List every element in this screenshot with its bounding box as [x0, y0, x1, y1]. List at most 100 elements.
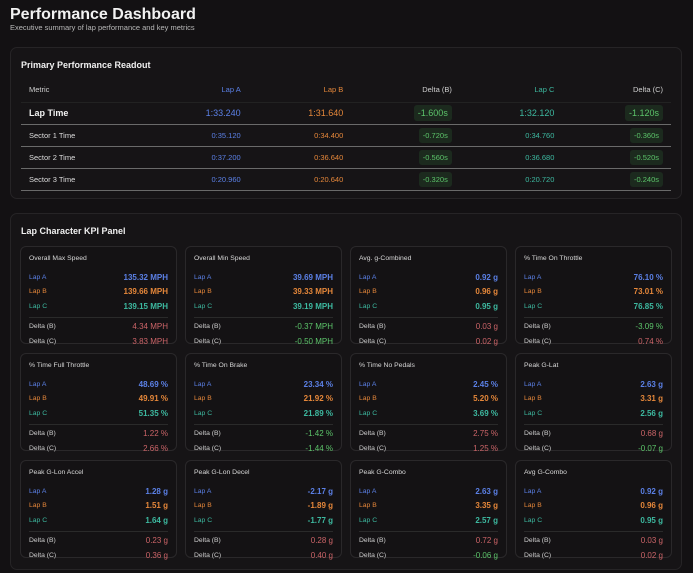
- kpi-row-value: 76.10 %: [633, 272, 663, 282]
- kpi-row-label: Lap B: [524, 502, 542, 510]
- kpi-row-value: 0.95 g: [475, 301, 498, 311]
- divider: [29, 316, 168, 318]
- kpi-delta-value: -0.50 MPH: [294, 336, 333, 346]
- divider: [29, 530, 168, 532]
- kpi-row-lap-c: Lap C 21.89 %: [194, 406, 333, 421]
- kpi-delta-value: -3.09 %: [635, 322, 663, 332]
- kpi-row-value: 2.63 g: [475, 486, 498, 496]
- kpi-row-label: Delta (C): [524, 337, 552, 345]
- kpi-row-label: Lap C: [524, 516, 543, 524]
- kpi-row-delta-c: Delta (C) 0.36 g: [29, 548, 168, 563]
- kpi-row-label: Lap A: [524, 380, 542, 388]
- kpi-row-value: 1.28 g: [145, 486, 168, 496]
- kpi-card: Avg G-Combo Lap A 0.92 g Lap B 0.96 g Lap C 0.…: [515, 460, 672, 560]
- kpi-row-delta-c: Delta (C) 0.40 g: [194, 548, 333, 563]
- column-header-delta-c: Delta (C): [562, 78, 671, 103]
- kpi-row-delta-c: Delta (C) 1.25 %: [359, 441, 498, 456]
- kpi-row-lap-a: Lap A 2.45 %: [359, 377, 498, 392]
- kpi-card-title: % Time On Brake: [194, 362, 248, 369]
- kpi-row-label: Lap B: [359, 395, 377, 403]
- panel-title: Primary Performance Readout: [21, 60, 151, 70]
- kpi-row-value: 76.85 %: [633, 301, 663, 311]
- kpi-row-label: Lap A: [524, 273, 542, 281]
- delta-badge: -0.520s: [629, 149, 663, 165]
- kpi-row-lap-c: Lap C 0.95 g: [524, 513, 663, 528]
- kpi-row-lap-b: Lap B 73.01 %: [524, 285, 663, 300]
- kpi-row-delta-b: Delta (B) 0.68 g: [524, 427, 663, 442]
- delta-badge: -0.720s: [418, 127, 452, 143]
- delta-badge: -0.560s: [418, 149, 452, 165]
- kpi-row-label: Lap B: [359, 288, 377, 296]
- kpi-row-lap-a: Lap A 2.63 g: [359, 484, 498, 499]
- kpi-row-lap-a: Lap A 0.92 g: [359, 270, 498, 285]
- kpi-row-lap-c: Lap C 39.19 MPH: [194, 299, 333, 314]
- kpi-row-value: -1.77 g: [307, 515, 333, 525]
- kpi-row-label: Lap B: [524, 288, 542, 296]
- kpi-row-value: 39.19 MPH: [292, 301, 333, 311]
- kpi-row-delta-c: Delta (C) 0.74 %: [524, 334, 663, 349]
- kpi-row-label: Delta (C): [29, 337, 57, 345]
- kpi-delta-value: 0.36 g: [145, 550, 168, 560]
- kpi-row-label: Delta (B): [29, 430, 56, 438]
- cell-lap-a: 0:20.960: [146, 168, 249, 191]
- kpi-row-value: 139.15 MPH: [123, 301, 168, 311]
- kpi-delta-value: 0.74 %: [638, 336, 663, 346]
- column-header-lap-a: Lap A: [146, 78, 249, 103]
- kpi-row-delta-c: Delta (C) 0.02 g: [524, 548, 663, 563]
- kpi-row-label: Lap A: [29, 487, 47, 495]
- kpi-delta-value: -1.42 %: [305, 429, 333, 439]
- kpi-row-label: Lap C: [194, 409, 213, 417]
- kpi-row-label: Delta (B): [359, 430, 386, 438]
- cell-delta-c: -0.360s: [562, 124, 671, 147]
- kpi-card: Peak G-Lon Decel Lap A -2.17 g Lap B -1.89 g…: [185, 460, 342, 560]
- kpi-row-label: Lap B: [194, 395, 212, 403]
- table-row: Lap Time 1:33.240 1:31.640 -1.600s 1:32.120 -…: [21, 102, 671, 125]
- cell-delta-c: -1.120s: [562, 102, 671, 125]
- kpi-row-value: 3.35 g: [475, 501, 498, 511]
- kpi-row-delta-b: Delta (B) 1.22 %: [29, 427, 168, 442]
- kpi-row-delta-b: Delta (B) -1.42 %: [194, 427, 333, 442]
- cell-metric: Sector 1 Time: [21, 124, 147, 147]
- cell-delta-b: -0.320s: [351, 168, 460, 191]
- panel-title: Lap Character KPI Panel: [21, 226, 126, 236]
- kpi-row-label: Delta (B): [524, 323, 551, 331]
- kpi-row-label: Lap A: [524, 487, 542, 495]
- kpi-delta-value: 1.25 %: [473, 443, 498, 453]
- kpi-card: % Time No Pedals Lap A 2.45 % Lap B 5.20 % La…: [350, 353, 507, 453]
- kpi-row-label: Lap C: [359, 516, 378, 524]
- kpi-row-label: Delta (B): [29, 323, 56, 331]
- cell-lap-a: 0:37.200: [146, 146, 249, 169]
- delta-badge: -0.240s: [629, 171, 663, 187]
- kpi-delta-value: -1.44 %: [305, 443, 333, 453]
- kpi-row-value: 5.20 %: [473, 394, 498, 404]
- kpi-delta-value: -0.06 g: [473, 550, 498, 560]
- kpi-row-label: Lap A: [29, 273, 47, 281]
- cell-lap-b: 1:31.640: [248, 102, 352, 125]
- kpi-row-delta-b: Delta (B) 0.03 g: [524, 534, 663, 549]
- kpi-row-lap-b: Lap B 49.91 %: [29, 392, 168, 407]
- kpi-row-label: Lap C: [524, 302, 543, 310]
- kpi-row-label: Delta (B): [194, 323, 221, 331]
- kpi-delta-value: -0.07 g: [638, 443, 663, 453]
- kpi-card: Peak G-Lon Accel Lap A 1.28 g Lap B 1.51 g La…: [20, 460, 177, 560]
- kpi-row-value: 39.33 MPH: [292, 287, 333, 297]
- cell-metric: Sector 3 Time: [21, 168, 147, 191]
- kpi-row-value: 21.92 %: [303, 394, 333, 404]
- kpi-row-label: Lap B: [194, 288, 212, 296]
- kpi-row-lap-b: Lap B 5.20 %: [359, 392, 498, 407]
- table-row: Sector 1 Time 0:35.120 0:34.400 -0.720s 0:34…: [21, 124, 671, 147]
- cell-lap-b: 0:34.400: [248, 124, 352, 147]
- cell-delta-b: -0.720s: [351, 124, 460, 147]
- kpi-row-lap-a: Lap A 23.34 %: [194, 377, 333, 392]
- kpi-row-delta-b: Delta (B) 4.34 MPH: [29, 320, 168, 335]
- kpi-delta-value: 1.22 %: [143, 429, 168, 439]
- column-header-lap-c: Lap C: [459, 78, 563, 103]
- cell-delta-c: -0.520s: [562, 146, 671, 169]
- kpi-row-label: Lap C: [359, 302, 378, 310]
- kpi-row-delta-b: Delta (B) 0.03 g: [359, 320, 498, 335]
- kpi-card: Overall Max Speed Lap A 135.32 MPH Lap B 139…: [20, 246, 177, 346]
- kpi-row-label: Lap B: [29, 395, 47, 403]
- kpi-row-lap-a: Lap A -2.17 g: [194, 484, 333, 499]
- kpi-card-title: Overall Min Speed: [194, 255, 250, 262]
- kpi-row-label: Lap A: [29, 380, 47, 388]
